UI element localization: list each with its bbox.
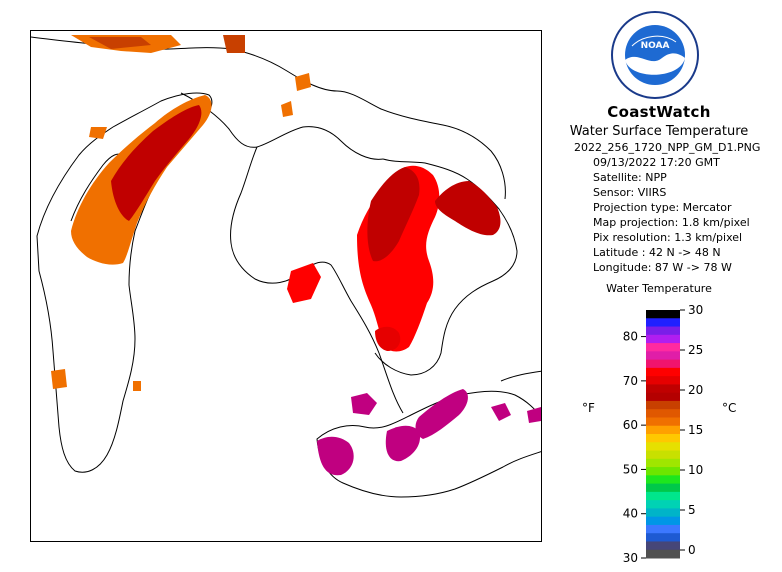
celsius-tick-label: 0 [688,543,696,557]
fahrenheit-tick-label: 30 [623,551,638,565]
color-swatch [646,318,680,328]
map-title: Water Surface Temperature [569,124,749,139]
color-swatch [646,409,680,418]
lake-ontario-shoreline [500,370,541,382]
filename: 2022_256_1720_NPP_GM_D1.PNG [574,141,761,154]
lake-michigan-shoreline [36,92,213,473]
latitude: Latitude : 42 N -> 48 N [593,246,721,259]
color-swatch [646,467,680,476]
date-time: 09/13/2022 17:20 GMT [593,156,720,169]
color-swatch [646,450,680,460]
fahrenheit-tick-label: 80 [623,330,638,344]
straits-shoreline [180,92,384,160]
color-swatch [646,310,680,319]
sensor: Sensor: VIIRS [593,186,667,199]
sst-patches [51,35,541,476]
celsius-tick-label: 25 [688,343,703,357]
metadata-block: 2022_256_1720_NPP_GM_D1.PNG 09/13/2022 1… [556,140,762,275]
product-title: CoastWatch [607,103,711,121]
color-swatch [646,376,680,385]
celsius-tick-label: 30 [688,303,703,317]
color-swatch [646,524,680,534]
fahrenheit-tick-label: 40 [623,507,638,521]
map-canvas [31,35,541,498]
color-swatch [646,458,680,468]
fahrenheit-tick-label: 60 [623,418,638,432]
sst-map [30,30,542,542]
color-swatch [646,508,680,518]
pix-resolution: Pix resolution: 1.3 km/pixel [593,231,743,244]
color-swatch [646,475,680,485]
logo-text: NOAA [641,41,670,51]
color-swatch [646,442,680,452]
color-swatch [646,434,680,443]
color-swatch [646,491,680,501]
color-swatch [646,541,680,551]
fahrenheit-unit: °F [582,401,595,415]
color-swatch [646,359,680,369]
map-projection: Map projection: 1.8 km/pixel [593,216,750,229]
celsius-unit: °C [722,401,736,415]
celsius-tick-label: 20 [688,383,703,397]
celsius-tick-label: 10 [688,463,703,477]
longitude: Longitude: 87 W -> 78 W [593,261,732,274]
celsius-tick-label: 15 [688,423,703,437]
color-swatch [646,483,680,493]
color-swatch [646,384,680,394]
lake-erie-shoreline [316,390,541,498]
satellite: Satellite: NPP [593,171,667,184]
lake-huron-shoreline [374,158,518,376]
legend-title: Water Temperature [606,282,712,295]
fahrenheit-tick-label: 50 [623,462,638,476]
color-swatch [646,549,680,559]
color-swatch [646,334,680,344]
color-swatch [646,417,680,427]
color-swatch [646,343,680,352]
projection-type: Projection type: Mercator [593,201,732,214]
color-swatch [646,516,680,526]
color-swatch [646,351,680,361]
color-swatch [646,533,680,542]
color-bar [646,310,680,559]
fahrenheit-tick-label: 70 [623,374,638,388]
celsius-ticks: 30 25 20 15 10 5 0 [680,303,703,557]
info-panel: NOAA CoastWatch Water Surface Temperatur… [556,0,782,572]
color-swatch [646,367,680,377]
color-swatch [646,400,680,410]
celsius-tick-label: 5 [688,503,696,517]
color-swatch [646,425,680,435]
color-swatch [646,500,680,509]
noaa-logo-icon: NOAA [611,11,699,99]
fahrenheit-ticks: 80 70 60 50 40 30 [623,330,646,565]
color-swatch [646,326,680,336]
color-swatch [646,392,680,402]
